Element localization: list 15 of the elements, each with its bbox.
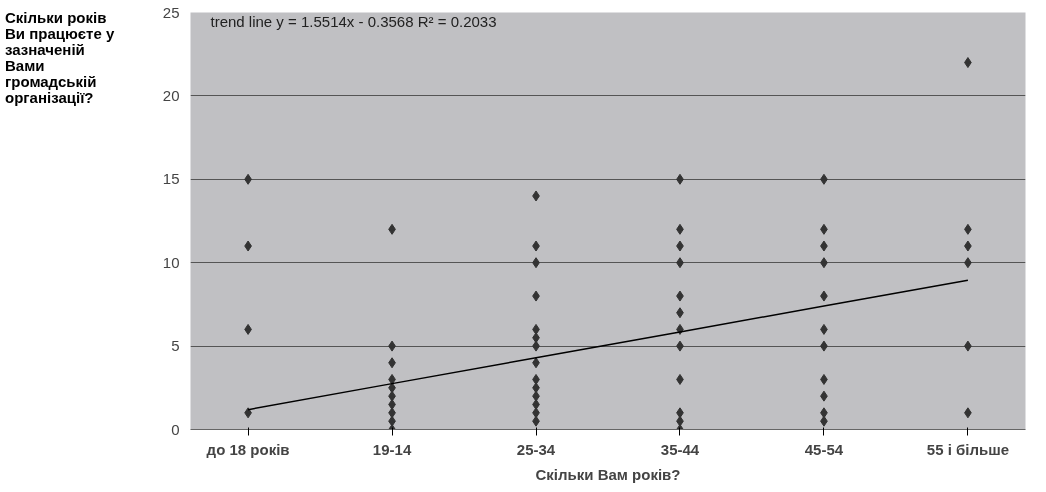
annotation: trend line y = 1.5514x - 0.3568 R² = 0.2033 bbox=[210, 12, 497, 30]
x-tick-label: 55 і більше bbox=[926, 440, 1010, 458]
y-tick-label: 0 bbox=[171, 420, 180, 438]
y-tick-label: 15 bbox=[162, 170, 180, 188]
y-tick-label: 10 bbox=[162, 253, 180, 271]
x-tick-label: 45-54 bbox=[804, 440, 844, 458]
x-tick-label: 19-14 bbox=[372, 440, 412, 458]
y-axis-title: Скільки років Ви працюєте у зазначеній Вами громадській організації? bbox=[5, 9, 116, 106]
y-tick-label: 20 bbox=[162, 86, 180, 104]
y-tick-label: 5 bbox=[171, 337, 180, 355]
y-tick-label: 25 bbox=[162, 3, 180, 21]
x-tick-label: до 18 років bbox=[206, 440, 290, 458]
x-axis-title: Скільки Вам років? bbox=[535, 465, 681, 483]
x-tick-label: 25-34 bbox=[516, 440, 556, 458]
x-tick-label: 35-44 bbox=[660, 440, 700, 458]
